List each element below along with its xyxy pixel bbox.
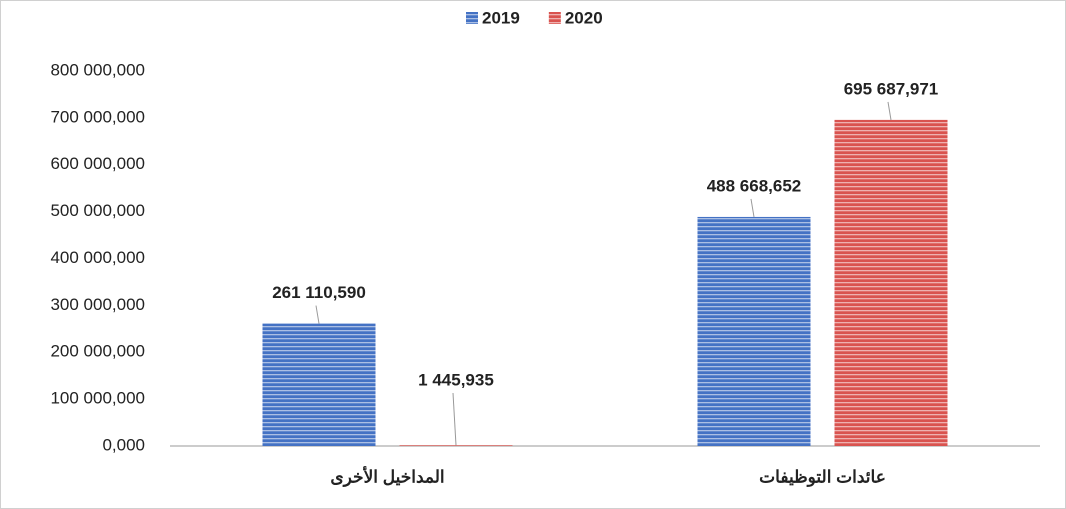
y-tick-label: 800 000,000 <box>50 60 145 79</box>
y-tick-label: 0,000 <box>102 435 145 454</box>
legend-label: 2019 <box>482 8 520 27</box>
leader-line <box>315 305 320 324</box>
legend-swatch <box>466 12 478 24</box>
data-label: 695 687,971 <box>844 79 939 98</box>
y-tick-label: 400 000,000 <box>50 248 145 267</box>
leader-line <box>887 101 892 120</box>
bar <box>697 216 811 446</box>
y-tick-label: 500 000,000 <box>50 201 145 220</box>
data-label: 261 110,590 <box>272 283 366 302</box>
y-tick-label: 200 000,000 <box>50 342 145 361</box>
bar <box>399 445 513 446</box>
leader-line <box>452 392 457 446</box>
x-tick-label: المداخيل الأخرى <box>330 465 444 487</box>
y-tick-label: 700 000,000 <box>50 107 145 126</box>
legend-swatch <box>548 12 561 24</box>
y-tick-label: 300 000,000 <box>50 295 145 314</box>
leader-line <box>750 198 755 218</box>
data-label: 488 668,652 <box>707 176 802 195</box>
y-tick-label: 600 000,000 <box>50 154 145 173</box>
y-tick-label: 100 000,000 <box>50 389 145 408</box>
bar <box>834 119 948 446</box>
legend-label: 2020 <box>565 8 603 27</box>
data-label: 1 445,935 <box>418 370 494 389</box>
bar <box>262 323 376 446</box>
x-tick-label: عائدات التوظيفات <box>759 467 886 487</box>
